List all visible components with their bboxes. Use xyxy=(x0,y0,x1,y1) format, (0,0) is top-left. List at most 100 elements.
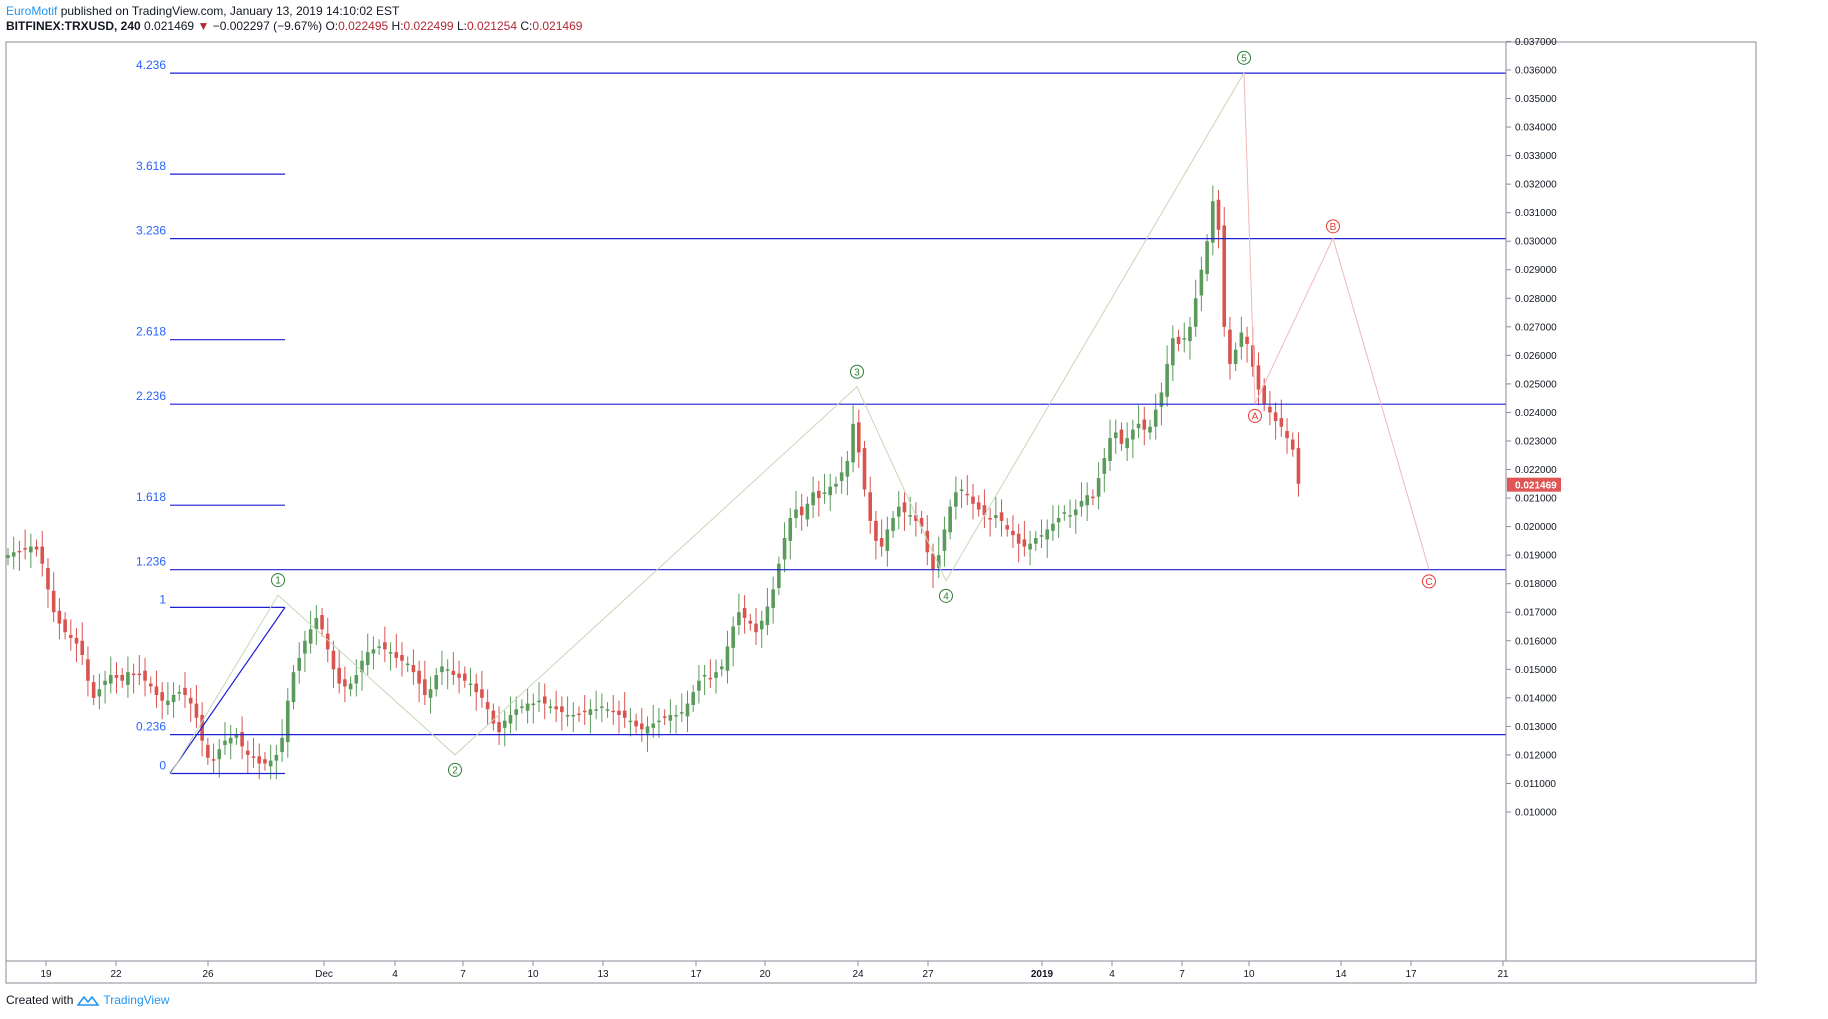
candle-body xyxy=(959,489,964,491)
candle-body xyxy=(1136,423,1141,429)
candle-body xyxy=(354,675,359,684)
symbol-label[interactable]: BITFINEX:TRXUSD, 240 xyxy=(6,19,141,33)
candle-body xyxy=(874,520,878,541)
author-link[interactable]: EuroMotif xyxy=(6,4,58,18)
candle-body xyxy=(166,700,170,705)
candle-body xyxy=(668,714,673,721)
candle-body xyxy=(1262,385,1266,404)
down-arrow-icon: ▼ xyxy=(197,19,210,33)
y-tick-label: 0.019000 xyxy=(1515,551,1557,562)
candle-body xyxy=(1182,338,1187,340)
candle-body xyxy=(514,709,518,715)
time-axis[interactable]: 19 22 26 Dec 4 7 10 13 17 20 24 27 2019 4 7 10 14 17 21 xyxy=(40,961,1509,980)
tradingview-link[interactable]: TradingView xyxy=(103,993,170,1007)
candle-body xyxy=(303,640,307,654)
candle-body xyxy=(228,737,233,744)
close-value: 0.021469 xyxy=(532,19,583,33)
y-tick-label: 0.025000 xyxy=(1515,379,1557,390)
candle-body xyxy=(17,550,22,553)
candle-body xyxy=(582,710,587,713)
x-tick-label: 19 xyxy=(40,969,52,980)
candle-body xyxy=(371,649,376,654)
candle-body xyxy=(1245,336,1249,344)
candle-body xyxy=(491,710,496,724)
candle-body xyxy=(828,486,833,496)
candle-body xyxy=(348,683,353,690)
y-tick-label: 0.020000 xyxy=(1515,522,1557,533)
y-tick-label: 0.022000 xyxy=(1515,465,1557,476)
candle-body xyxy=(274,754,279,761)
open-label: O: xyxy=(325,19,339,33)
candle-body xyxy=(206,744,210,758)
candle-body xyxy=(982,505,987,516)
candle-body xyxy=(936,555,941,568)
open-value: 0.022495 xyxy=(338,19,389,33)
wave-marker-circle xyxy=(1326,219,1340,234)
y-tick-label: 0.034000 xyxy=(1515,123,1557,134)
candle-body xyxy=(240,732,244,747)
candle-body xyxy=(285,700,290,743)
x-tick-label: 27 xyxy=(922,969,934,980)
candle-body xyxy=(1142,419,1147,430)
candle-body xyxy=(714,672,718,678)
candle-body xyxy=(223,740,227,745)
candle-body xyxy=(194,703,199,718)
wave-marker-label: A xyxy=(1252,411,1259,422)
candle-body xyxy=(834,483,838,487)
y-tick-label: 0.013000 xyxy=(1515,722,1557,733)
candle-body xyxy=(879,538,884,547)
candle-body xyxy=(1239,332,1244,347)
candle-body xyxy=(1108,438,1112,461)
candle-body xyxy=(417,670,421,684)
candle-body xyxy=(560,706,564,713)
x-tick-label: 26 xyxy=(202,969,214,980)
candle-body xyxy=(103,680,107,685)
y-tick-label: 0.015000 xyxy=(1515,665,1557,676)
tradingview-logo-icon xyxy=(77,995,100,1006)
candle-body xyxy=(954,492,958,507)
candle-body xyxy=(759,620,764,630)
candle-body xyxy=(805,503,810,520)
y-tick-label: 0.018000 xyxy=(1515,579,1557,590)
chart-header: EuroMotif published on TradingView.com, … xyxy=(6,4,582,34)
candle-body xyxy=(485,702,490,710)
y-tick-label: 0.031000 xyxy=(1515,208,1557,219)
candle-body xyxy=(1091,496,1095,499)
candle-body xyxy=(11,552,16,557)
wave-marker-circle xyxy=(448,762,462,777)
corrective-wave-path xyxy=(1243,72,1430,570)
candle-body xyxy=(622,710,627,718)
candle-body xyxy=(1034,538,1038,544)
candle-body xyxy=(1268,406,1272,413)
candle-body xyxy=(817,490,821,499)
x-tick-label: 10 xyxy=(1243,969,1255,980)
x-tick-label: 7 xyxy=(1179,969,1185,980)
candle-body xyxy=(725,646,730,671)
candle-body xyxy=(1073,509,1078,516)
candle-body xyxy=(1056,518,1061,523)
candle-body xyxy=(440,666,444,673)
x-tick-label: 7 xyxy=(460,969,466,980)
y-tick-label: 0.028000 xyxy=(1515,294,1557,305)
candle-body xyxy=(40,546,45,564)
candle-body xyxy=(737,612,741,626)
wave-marker-label: 1 xyxy=(275,576,281,587)
candle-body xyxy=(942,529,947,551)
candle-body xyxy=(628,720,633,723)
candle-body xyxy=(1256,365,1261,390)
x-tick-label: 21 xyxy=(1497,969,1509,980)
candle-body xyxy=(548,706,553,708)
price-axis[interactable]: 0.037000 0.036000 0.035000 0.034000 0.033000… xyxy=(1505,37,1561,961)
plot-border xyxy=(5,41,1757,984)
candle-body xyxy=(297,657,302,671)
candle-body xyxy=(856,422,861,453)
candle-body xyxy=(520,706,524,708)
candle-body xyxy=(1005,525,1010,530)
last-price: 0.021469 xyxy=(144,19,195,33)
candle-body xyxy=(891,518,895,531)
candle-body xyxy=(126,672,130,685)
candle-body xyxy=(217,749,222,760)
fib-level-label: 3.618 xyxy=(136,159,166,173)
candle-body xyxy=(542,696,547,704)
